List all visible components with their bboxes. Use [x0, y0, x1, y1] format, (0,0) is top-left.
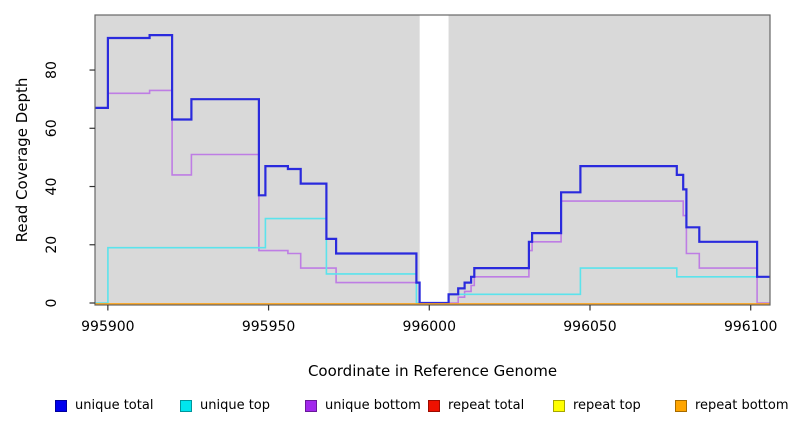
legend-label: repeat top: [573, 398, 641, 413]
legend-item-repeat-bottom: repeat bottom: [675, 398, 789, 413]
x-tick-label: 995900: [81, 319, 134, 335]
legend-label: unique total: [75, 398, 154, 413]
legend-swatch-repeat-bottom: [675, 399, 687, 412]
y-tick-label: 80: [44, 61, 60, 79]
legend-swatch-unique-bottom: [305, 399, 317, 412]
legend-item-unique-bottom: unique bottom: [305, 398, 421, 413]
legend-label: unique bottom: [325, 398, 421, 413]
legend-swatch-repeat-total: [428, 399, 440, 412]
legend-label: unique top: [200, 398, 271, 413]
series-line-unique-top: [95, 217, 770, 304]
y-tick-label: 60: [44, 119, 60, 137]
legend-label: repeat bottom: [695, 398, 789, 413]
legend-item-repeat-total: repeat total: [428, 398, 524, 413]
legend-swatch-unique-top: [180, 399, 192, 412]
legend-item-repeat-top: repeat top: [553, 398, 641, 413]
x-axis-title: Coordinate in Reference Genome: [307, 362, 558, 380]
x-tick-label: 995950: [242, 319, 295, 335]
x-tick-label: 996100: [724, 319, 777, 335]
legend-swatch-unique-total: [55, 399, 67, 412]
legend-swatch-repeat-top: [553, 399, 565, 412]
y-axis-title: Read Coverage Depth: [13, 77, 31, 243]
series-line-unique-bottom: [95, 89, 770, 304]
y-tick-label: 20: [44, 236, 60, 254]
legend-item-unique-top: unique top: [180, 398, 270, 413]
y-tick-label: 40: [44, 178, 60, 196]
chart-legend: unique total unique top unique bottom repea…: [0, 398, 792, 422]
legend-item-unique-total: unique total: [55, 398, 153, 413]
x-tick-label: 996000: [403, 319, 456, 335]
plot-border: [94, 14, 771, 306]
y-tick-label: 0: [44, 299, 60, 308]
series-line-unique-total: [95, 34, 770, 305]
x-tick-label: 996050: [563, 319, 616, 335]
legend-label: repeat total: [448, 398, 525, 413]
zero-coverage-band: [419, 15, 449, 305]
